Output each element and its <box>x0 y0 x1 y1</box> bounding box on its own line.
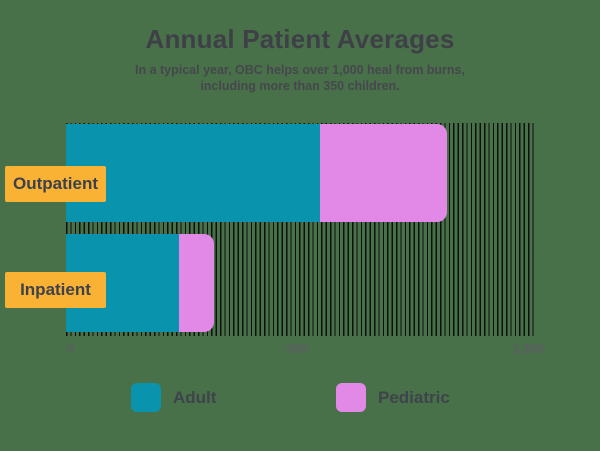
bar-outpatient-pediatric-segment <box>320 124 448 222</box>
legend-label-adult: Adult <box>173 387 217 407</box>
category-label-inpatient: Inpatient <box>5 272 106 308</box>
chart-subtitle-line2: including more than 350 children. <box>200 79 400 93</box>
bar-outpatient-adult-segment <box>66 124 321 222</box>
bar-outpatient <box>66 124 448 222</box>
x-axis-tick-0: 0 <box>67 342 75 356</box>
bar-inpatient-pediatric-segment <box>179 234 214 332</box>
chart-title: Annual Patient Averages <box>145 24 455 54</box>
category-label-outpatient: Outpatient <box>5 166 106 202</box>
chart-subtitle-line1: In a typical year, OBC helps over 1,000 … <box>135 63 465 77</box>
chart-subtitle: In a typical year, OBC helps over 1,000 … <box>0 62 600 94</box>
legend-label-pediatric: Pediatric <box>378 387 450 407</box>
x-axis-tick-1000: 1,000 <box>512 342 544 356</box>
legend-swatch-adult-icon <box>131 383 161 412</box>
legend: Adult Pediatric <box>0 383 600 413</box>
legend-item-pediatric: Pediatric <box>336 383 450 412</box>
legend-item-adult: Adult <box>131 383 216 412</box>
legend-swatch-pediatric-icon <box>336 383 366 412</box>
x-axis-tick-500: 500 <box>286 342 308 356</box>
